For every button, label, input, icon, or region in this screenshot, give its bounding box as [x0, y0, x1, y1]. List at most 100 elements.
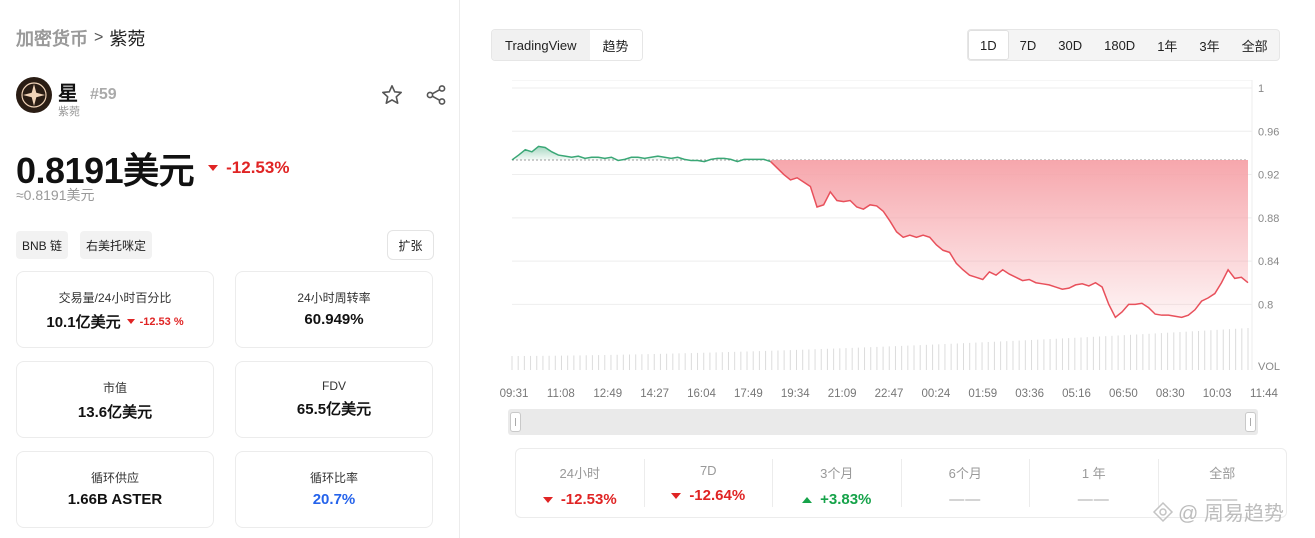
range-tab-3y[interactable]: 3年 — [1199, 38, 1220, 54]
stat-value: 13.6亿美元 — [77, 404, 153, 421]
performance-value: —— — [1077, 491, 1110, 508]
range-tab-1y[interactable]: 1年 — [1157, 38, 1178, 54]
favorite-star-icon[interactable] — [380, 83, 404, 107]
time-range-tabs: 1D 7D 30D 180D 1年 3年 全部 — [967, 29, 1280, 61]
range-tab-30d[interactable]: 30D — [1058, 37, 1083, 53]
price-chart[interactable]: 1 0.96 0.92 0.88 0.84 0.8 VOL 09:31 11:08 12:49 14… — [490, 80, 1280, 405]
y-tick-label: 1 — [1258, 83, 1264, 95]
y-tick-label: 0.8 — [1258, 299, 1273, 311]
stat-change: -12.53 % — [126, 315, 184, 328]
chart-source-tabs: TradingView 趋势 — [491, 29, 643, 61]
price-line-down — [770, 161, 1249, 319]
x-tick-label: 00:24 — [921, 388, 950, 400]
x-tick-label: 19:34 — [781, 388, 810, 400]
x-tick-label: 16:04 — [687, 388, 716, 400]
scroll-handle-right[interactable] — [1245, 412, 1256, 432]
stat-card-turnover: 24小时周转率 60.949% — [235, 271, 433, 348]
x-tick-label: 05:16 — [1062, 388, 1091, 400]
performance-item: 3个月 +3.83% — [773, 459, 902, 508]
performance-value-row: -12.64% — [645, 487, 773, 504]
token-subname: 紫菀 — [58, 106, 80, 118]
performance-item: 1 年 —— — [1030, 459, 1159, 508]
x-tick-label: 17:49 — [734, 388, 763, 400]
token-name: 星 — [58, 83, 78, 105]
breadcrumb-separator-icon: > — [94, 29, 104, 46]
price-change: -12.53% — [208, 158, 289, 178]
stat-value: 60.949% — [304, 311, 364, 328]
performance-label: 6个月 — [948, 466, 982, 481]
performance-value-row: —— — [1159, 491, 1287, 508]
y-tick-label: 0.96 — [1258, 126, 1279, 138]
down-arrow-icon — [542, 496, 553, 503]
performance-item: 6个月 —— — [902, 459, 1030, 508]
y-tick-label: 0.88 — [1258, 213, 1279, 225]
performance-item: 7D -12.64% — [645, 459, 773, 507]
stat-card-fdv: FDV 65.5亿美元 — [235, 361, 433, 438]
performance-label: 全部 — [1209, 466, 1236, 481]
range-tab-7d[interactable]: 7D — [1019, 37, 1037, 53]
x-tick-label: 01:59 — [968, 388, 997, 400]
stat-label: 24小时周转率 — [297, 291, 371, 305]
performance-value: —— — [949, 491, 982, 508]
performance-value: —— — [1206, 491, 1239, 508]
stat-label: FDV — [322, 379, 346, 393]
x-tick-label: 12:49 — [593, 388, 622, 400]
x-tick-label: 06:50 — [1109, 388, 1138, 400]
stat-value: 10.1亿美元 — [46, 314, 121, 331]
stat-card-circ-supply: 循环供应 1.66B ASTER — [16, 451, 214, 528]
x-tick-label: 14:27 — [640, 388, 669, 400]
stat-card-volume: 交易量/24小时百分比 10.1亿美元 -12.53 % — [16, 271, 214, 348]
x-tick-label: 22:47 — [875, 388, 904, 400]
token-logo — [16, 77, 52, 113]
tag-chain[interactable]: BNB 链 — [16, 231, 69, 259]
tab-trend[interactable]: 趋势 — [589, 30, 642, 60]
performance-label: 3个月 — [820, 466, 854, 481]
chart-range-scrollbar[interactable] — [508, 409, 1258, 435]
stat-card-market-cap: 市值 13.6亿美元 — [16, 361, 214, 438]
token-rank: #59 — [90, 86, 117, 103]
y-tick-label: 0.92 — [1258, 170, 1279, 182]
x-tick-label: 11:44 — [1250, 388, 1279, 400]
performance-item: 24小时 -12.53% — [516, 459, 645, 508]
down-arrow-icon — [126, 319, 135, 324]
stat-card-circ-ratio: 循环比率 20.7% — [235, 451, 433, 528]
scroll-handle-left[interactable] — [510, 412, 521, 432]
x-tick-label: 03:36 — [1015, 388, 1044, 400]
watermark-logo-icon — [1152, 501, 1174, 522]
coin-info-panel: 加密货币 > 紫菀 星 紫菀 #59 0.8191美元 -12.53% ≈0.8… — [0, 0, 460, 538]
x-tick-label: 10:03 — [1203, 388, 1232, 400]
stat-value: 65.5亿美元 — [296, 401, 372, 418]
x-tick-label: 09:31 — [500, 388, 529, 400]
watermark: @ 周易趋势 — [1152, 497, 1284, 526]
breadcrumb-root-link[interactable]: 加密货币 — [16, 29, 88, 49]
range-tab-1d[interactable]: 1D — [968, 30, 1009, 60]
performance-label: 7D — [699, 463, 717, 478]
x-tick-label: 08:30 — [1156, 388, 1185, 400]
price-approx: ≈0.8191美元 — [16, 187, 95, 203]
current-price: 0.8191美元 — [16, 150, 195, 191]
down-arrow-icon — [671, 492, 682, 499]
watermark-text: @ 周易趋势 — [1178, 503, 1284, 525]
breadcrumb: 加密货币 > 紫菀 — [16, 25, 145, 51]
range-tab-all[interactable]: 全部 — [1241, 38, 1268, 54]
stat-change-value: -12.53 % — [139, 315, 184, 328]
stat-value: 20.7% — [312, 491, 356, 508]
tag-category[interactable]: 右美托咪定 — [80, 231, 153, 259]
stat-value: 1.66B ASTER — [67, 491, 163, 508]
share-icon[interactable] — [424, 83, 448, 107]
performance-value: -12.53% — [560, 491, 617, 508]
x-tick-label: 11:08 — [547, 388, 575, 400]
performance-value: -12.64% — [689, 487, 746, 504]
stat-value-row: 10.1亿美元 -12.53 % — [17, 311, 213, 332]
stat-label: 交易量/24小时百分比 — [58, 291, 172, 305]
up-arrow-icon — [802, 496, 813, 503]
down-area-fill — [770, 159, 1248, 318]
breadcrumb-current: 紫菀 — [109, 29, 146, 49]
performance-summary: 24小时 -12.53% 7D -12.64% 3个月 +3.83% 6个月 —— 1 年 —— 全… — [515, 448, 1287, 518]
expand-button[interactable]: 扩张 — [387, 230, 434, 260]
price-row: 0.8191美元 -12.53% — [16, 142, 289, 194]
range-tab-180d[interactable]: 180D — [1104, 37, 1136, 53]
tab-tradingview[interactable]: TradingView — [492, 30, 590, 60]
token-header: 星 紫菀 #59 — [16, 77, 448, 118]
price-line-up — [511, 145, 771, 163]
